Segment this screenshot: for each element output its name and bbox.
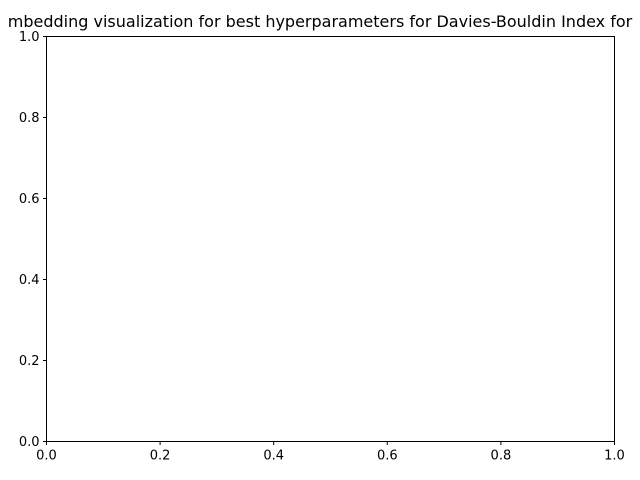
x-tick-label: 0.0 — [36, 449, 57, 464]
y-tick-label: 0.8 — [19, 111, 40, 126]
y-tick-label: 1.0 — [19, 30, 40, 45]
x-axis: 0.0 0.2 0.4 0.6 0.8 1.0 — [36, 441, 625, 464]
chart-title: mbedding visualization for best hyperpar… — [8, 12, 633, 31]
y-tick-label: 0.4 — [19, 273, 40, 288]
y-tick-label: 0.6 — [19, 192, 40, 207]
x-tick-label: 0.2 — [150, 449, 171, 464]
x-tick-label: 0.8 — [491, 449, 512, 464]
plot-frame — [46, 36, 615, 442]
y-tick-label: 0.0 — [19, 435, 40, 450]
x-tick-label: 0.4 — [263, 449, 284, 464]
y-axis: 0.0 0.2 0.4 0.6 0.8 1.0 — [19, 30, 47, 450]
x-tick-label: 1.0 — [604, 449, 625, 464]
y-tick-label: 0.2 — [19, 354, 40, 369]
x-tick-label: 0.6 — [377, 449, 398, 464]
